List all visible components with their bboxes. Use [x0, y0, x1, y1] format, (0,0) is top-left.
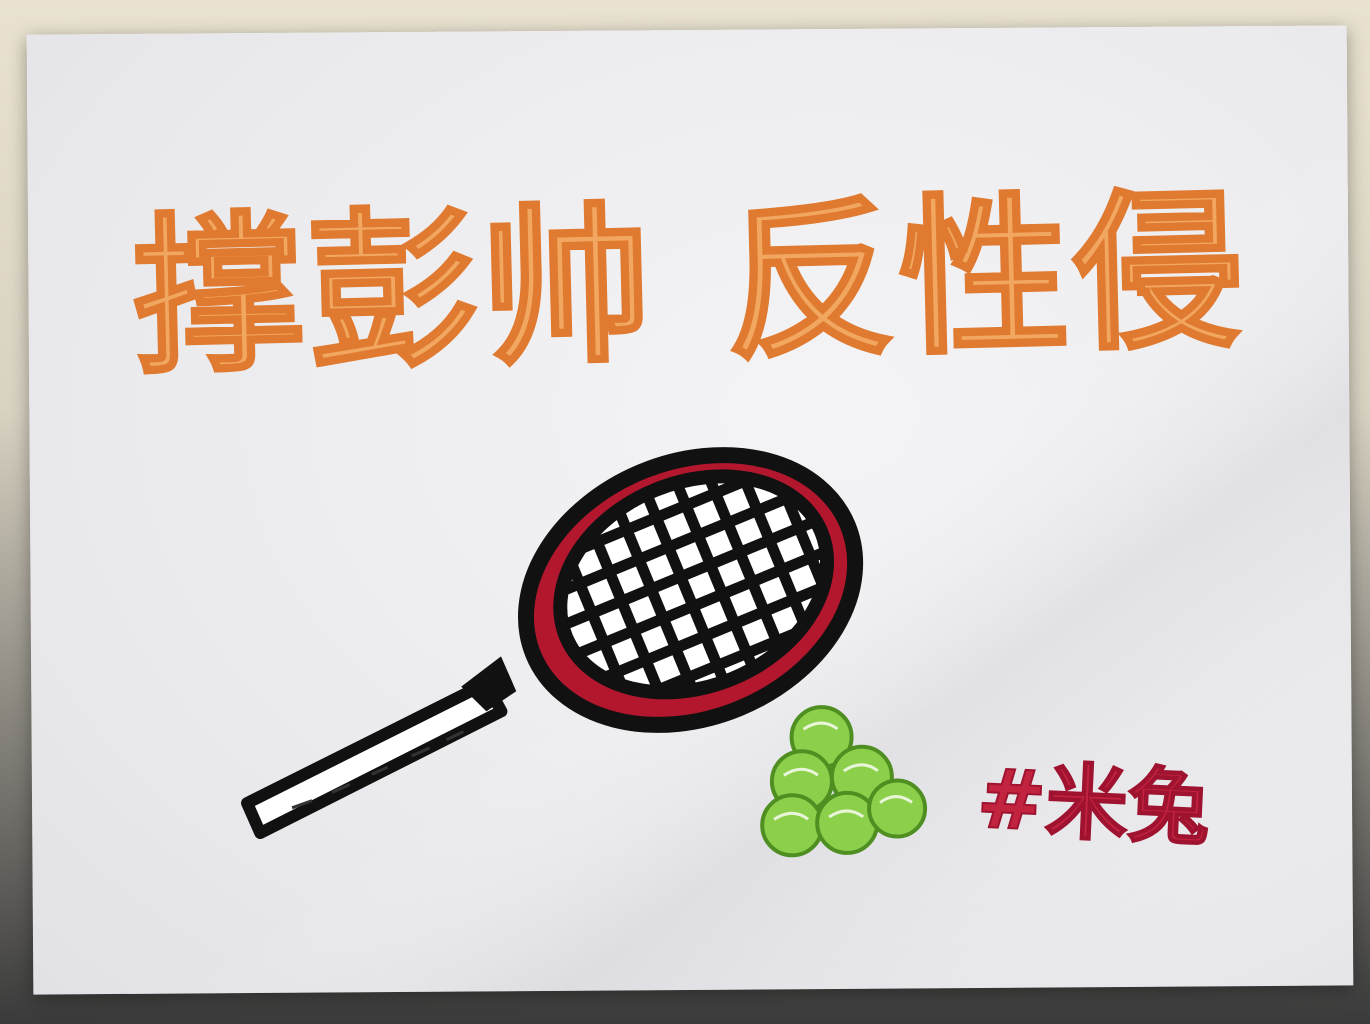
- racket-head: [517, 445, 864, 733]
- paper-sheet: 撑彭帅 反性侵: [26, 25, 1354, 995]
- tennis-balls: [760, 705, 928, 858]
- racket-drawing: [241, 445, 928, 858]
- signature-text: #米兔: [974, 751, 1213, 858]
- racket-handle: [241, 656, 517, 840]
